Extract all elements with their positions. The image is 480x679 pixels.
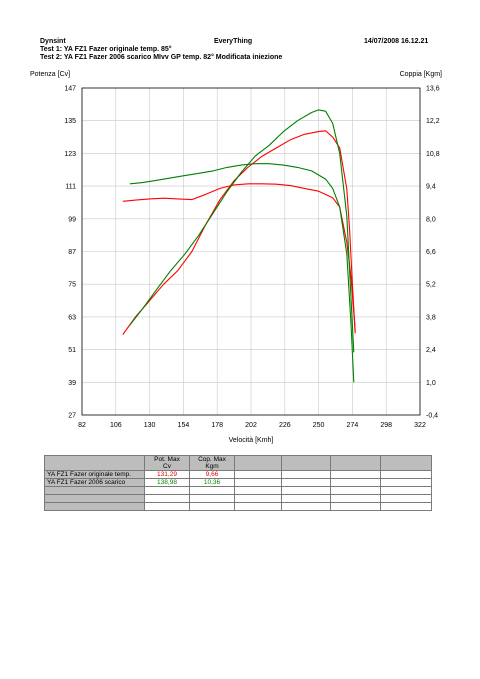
test1-description: Test 1: YA FZ1 Fazer originale temp. 85° (40, 46, 172, 53)
dyno-chart: 82 106 130 154 178 202 226 250 274 298 322 27 39 51 63… (30, 71, 442, 444)
series-line-test2-power (129, 109, 355, 353)
x-axis-label: Velocità [Kmh] (229, 437, 274, 444)
table-row (44, 502, 432, 511)
row-label: YA FZ1 Fazer originale temp. (44, 470, 145, 479)
table-row (44, 494, 432, 503)
series-lines (122, 109, 356, 383)
x-tick-label: 226 (279, 422, 291, 429)
x-tick-label: 322 (414, 422, 426, 429)
y-tick-label-left: 111 (65, 184, 76, 191)
report-title: EveryThing (214, 38, 253, 45)
y-tick-label-left: 123 (64, 151, 76, 158)
y-tick-label-right: 12,2 (426, 118, 440, 125)
y-tick-label-right: 3,8 (426, 314, 436, 321)
y-tick-label-left: 87 (68, 249, 76, 256)
cop-max-value: 9,66 (189, 470, 235, 479)
x-tick-label: 82 (78, 422, 86, 429)
y-tick-label-left: 39 (68, 380, 76, 387)
y-tick-label-right: 10,8 (426, 151, 440, 158)
report-datetime: 14/07/2008 16.12.21 (364, 38, 429, 45)
y-tick-label-right: 9,4 (426, 184, 436, 191)
y-tick-label-left: 27 (68, 413, 76, 420)
y-tick-label-right: 2,4 (426, 347, 436, 354)
y-tick-label-left: 75 (68, 282, 76, 289)
y-tick-label-left: 147 (64, 86, 76, 93)
test2-description: Test 2: YA FZ1 Fazer 2006 scarico MIvv G… (40, 54, 283, 61)
app-name: Dynsint (40, 38, 66, 45)
y-tick-label-right: 13,6 (426, 86, 440, 93)
y-tick-label-right: 6,6 (426, 249, 436, 256)
pot-max-header: Pot. Max Cv (144, 455, 190, 471)
table-header-row: Pot. Max Cv Cop. Max Kgm (44, 455, 432, 471)
grid (82, 88, 420, 415)
y-axis-label-left: Potenza [Cv] (30, 71, 70, 78)
plot-frame (81, 87, 421, 416)
x-tick-label: 250 (313, 422, 325, 429)
tick-labels: 82 106 130 154 178 202 226 250 274 298 322 27 39 51 63… (64, 86, 439, 430)
series-line-test1-torque (122, 183, 356, 331)
row-label: YA FZ1 Fazer 2006 scarico (44, 478, 145, 487)
y-tick-label-left: 99 (68, 216, 76, 223)
x-tick-label: 178 (211, 422, 223, 429)
x-tick-label: 154 (178, 422, 190, 429)
y-tick-label-right: 8,0 (426, 216, 436, 223)
x-tick-label: 202 (245, 422, 257, 429)
table-row: YA FZ1 Fazer 2006 scarico 138,98 10,36 (44, 478, 432, 487)
x-tick-label: 106 (110, 422, 122, 429)
results-table: Pot. Max Cv Cop. Max Kgm YA FZ1 Fazer orig… (44, 455, 432, 511)
y-axis-label-right: Coppia [Kgm] (400, 71, 442, 78)
y-tick-label-right: 1,0 (426, 380, 436, 387)
cop-max-value: 10,36 (189, 478, 235, 487)
series-line-test2-torque (129, 163, 355, 383)
cop-max-header: Cop. Max Kgm (189, 455, 235, 471)
table-row (44, 486, 432, 495)
series-line-test1-power (122, 130, 356, 335)
y-tick-label-left: 63 (68, 314, 76, 321)
table-corner (44, 455, 145, 471)
pot-max-value: 138,98 (144, 478, 190, 487)
pot-max-value: 131,29 (144, 470, 190, 479)
x-tick-label: 298 (380, 422, 392, 429)
y-tick-label-left: 135 (64, 118, 76, 125)
y-tick-label-right: 5,2 (426, 282, 436, 289)
x-tick-label: 274 (347, 422, 359, 429)
x-tick-label: 130 (144, 422, 156, 429)
y-tick-label-right: -0,4 (426, 413, 438, 420)
table-row: YA FZ1 Fazer originale temp. 131,29 9,66 (44, 470, 432, 479)
y-tick-label-left: 51 (68, 347, 76, 354)
